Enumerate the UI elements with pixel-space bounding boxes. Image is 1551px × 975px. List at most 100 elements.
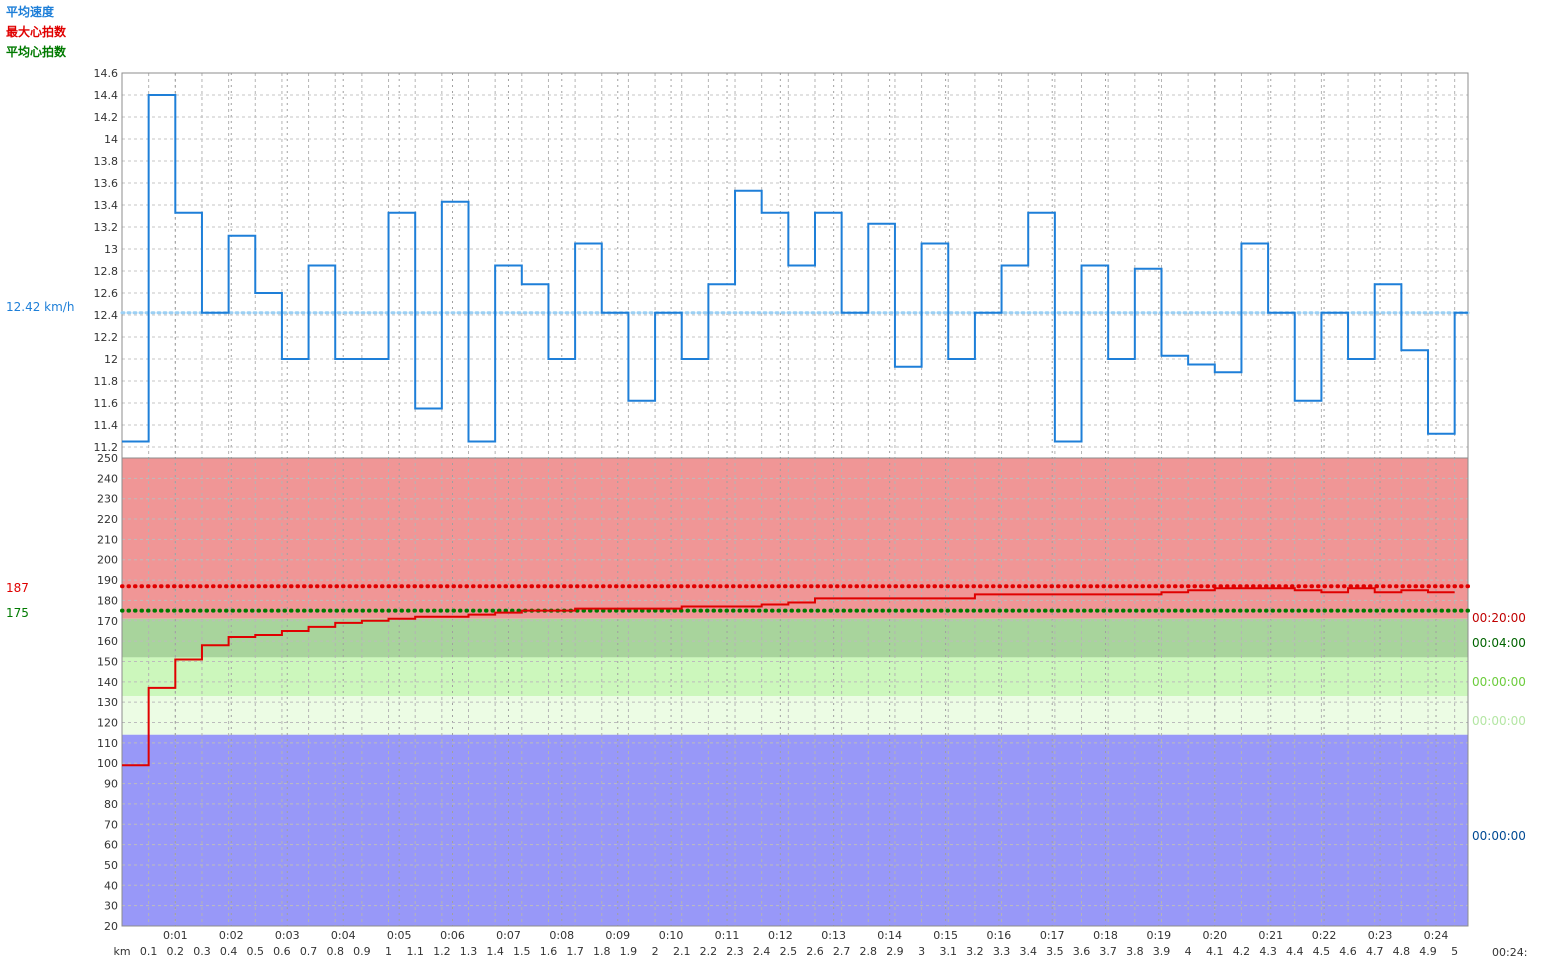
km-tick-label: 3.9 <box>1153 945 1171 958</box>
km-tick-label: 4.8 <box>1393 945 1411 958</box>
avg-speed-value-label: 12.42 km/h <box>6 300 75 314</box>
speed-y-tick-label: 13.8 <box>94 155 119 168</box>
time-tick-label: 0:10 <box>659 929 684 942</box>
hr-y-tick-label: 250 <box>97 452 118 465</box>
plot-border <box>121 72 1469 927</box>
speed-y-tick-label: 12.2 <box>94 331 119 344</box>
hr-y-tick-label: 110 <box>97 737 118 750</box>
km-tick-label: 4 <box>1185 945 1192 958</box>
speed-series-line <box>122 94 1468 443</box>
hr-zone-band <box>122 657 1468 697</box>
time-tick-label: 0:24 <box>1424 929 1449 942</box>
km-tick-label: 3.7 <box>1099 945 1117 958</box>
km-tick-label: 3.8 <box>1126 945 1144 958</box>
speed-y-tick-label: 12.4 <box>94 309 119 322</box>
speed-y-tick-label: 14.4 <box>94 89 119 102</box>
legend-avg-hr: 平均心拍数 <box>6 45 67 59</box>
hr-y-tick-label: 240 <box>97 472 118 485</box>
km-tick-label: 0.4 <box>220 945 238 958</box>
speed-y-tick-label: 13.2 <box>94 221 119 234</box>
km-tick-label: 4.2 <box>1233 945 1251 958</box>
km-tick-label: 1 <box>385 945 392 958</box>
time-tick-label: 0:07 <box>496 929 521 942</box>
time-tick-label: 0:22 <box>1312 929 1337 942</box>
hr-y-tick-label: 220 <box>97 513 118 526</box>
km-tick-label: 4.9 <box>1419 945 1437 958</box>
km-tick-label: 4.5 <box>1313 945 1331 958</box>
time-tick-label: 0:05 <box>387 929 412 942</box>
hr-y-tick-label: 160 <box>97 635 118 648</box>
km-tick-label: 2.3 <box>726 945 744 958</box>
time-tick-label: 0:18 <box>1093 929 1118 942</box>
km-tick-label: 1.1 <box>406 945 424 958</box>
hr-zone-band <box>122 618 1468 658</box>
km-tick-label: 1.7 <box>566 945 584 958</box>
time-tick-label: 0:12 <box>768 929 793 942</box>
km-tick-label: 3.3 <box>993 945 1011 958</box>
hr-y-tick-label: 200 <box>97 554 118 567</box>
hr-y-tick-label: 60 <box>104 839 118 852</box>
speed-y-tick-label: 12.8 <box>94 265 119 278</box>
time-tick-label: 0:08 <box>549 929 574 942</box>
time-tick-label: 0:03 <box>275 929 300 942</box>
time-tick-label: 0:11 <box>715 929 740 942</box>
hr-zone-band <box>122 734 1468 926</box>
km-tick-label: 3.6 <box>1073 945 1091 958</box>
km-tick-label: 0.1 <box>140 945 158 958</box>
hr-y-tick-label: 30 <box>104 900 118 913</box>
zone-time-blue: 00:00:00 <box>1472 829 1526 843</box>
km-tick-label: 1.3 <box>460 945 478 958</box>
speed-y-tick-label: 11.6 <box>94 397 119 410</box>
km-tick-label: 2.5 <box>780 945 798 958</box>
km-tick-label: 0.5 <box>247 945 265 958</box>
speed-y-tick-label: 11.4 <box>94 419 119 432</box>
hr-y-tick-label: 90 <box>104 778 118 791</box>
hr-y-tick-label: 70 <box>104 818 118 831</box>
hr-y-tick-label: 130 <box>97 696 118 709</box>
hr-y-tick-label: 190 <box>97 574 118 587</box>
zone-time-red: 00:20:00 <box>1472 611 1526 625</box>
hr-zone-band <box>122 458 1468 619</box>
km-tick-label: 2.1 <box>673 945 691 958</box>
km-tick-label: 0.6 <box>273 945 291 958</box>
km-tick-label: 3 <box>918 945 925 958</box>
hr-y-tick-label: 40 <box>104 879 118 892</box>
zone-time-pale-green: 00:00:00 <box>1472 714 1526 728</box>
speed-y-tick-label: 13.6 <box>94 177 119 190</box>
km-tick-label: 2.7 <box>833 945 851 958</box>
km-tick-label: 1.8 <box>593 945 611 958</box>
time-tick-label: 0:01 <box>163 929 188 942</box>
km-tick-label: 2.9 <box>886 945 904 958</box>
km-tick-label: 4.4 <box>1286 945 1304 958</box>
time-tick-label: 0:16 <box>987 929 1012 942</box>
speed-y-tick-label: 12.6 <box>94 287 119 300</box>
km-tick-label: 1.2 <box>433 945 451 958</box>
hr-y-tick-label: 210 <box>97 533 118 546</box>
km-tick-label: 3.4 <box>1019 945 1037 958</box>
speed-y-tick-label: 11.8 <box>94 375 119 388</box>
km-unit-label: km <box>113 945 130 958</box>
speed-y-tick-label: 13 <box>104 243 118 256</box>
hr-y-tick-label: 120 <box>97 717 118 730</box>
time-tick-label: 0:15 <box>933 929 958 942</box>
end-time-label: 00:24: <box>1492 946 1528 959</box>
speed-y-tick-label: 14.2 <box>94 111 119 124</box>
time-tick-label: 0:17 <box>1040 929 1065 942</box>
km-tick-label: 2.6 <box>806 945 824 958</box>
speed-y-tick-label: 13.4 <box>94 199 119 212</box>
km-tick-label: 2.4 <box>753 945 771 958</box>
hr-y-tick-label: 150 <box>97 655 118 668</box>
km-tick-label: 1.5 <box>513 945 531 958</box>
hr-y-tick-label: 20 <box>104 920 118 933</box>
time-tick-label: 0:14 <box>877 929 902 942</box>
time-tick-label: 0:04 <box>331 929 356 942</box>
time-tick-label: 0:23 <box>1368 929 1393 942</box>
km-tick-label: 3.5 <box>1046 945 1064 958</box>
km-tick-label: 5 <box>1451 945 1458 958</box>
speed-y-tick-label: 14 <box>104 133 118 146</box>
legend-max-hr: 最大心拍数 <box>6 25 67 39</box>
hr-y-tick-label: 100 <box>97 757 118 770</box>
hr-y-tick-label: 140 <box>97 676 118 689</box>
km-tick-label: 0.7 <box>300 945 318 958</box>
